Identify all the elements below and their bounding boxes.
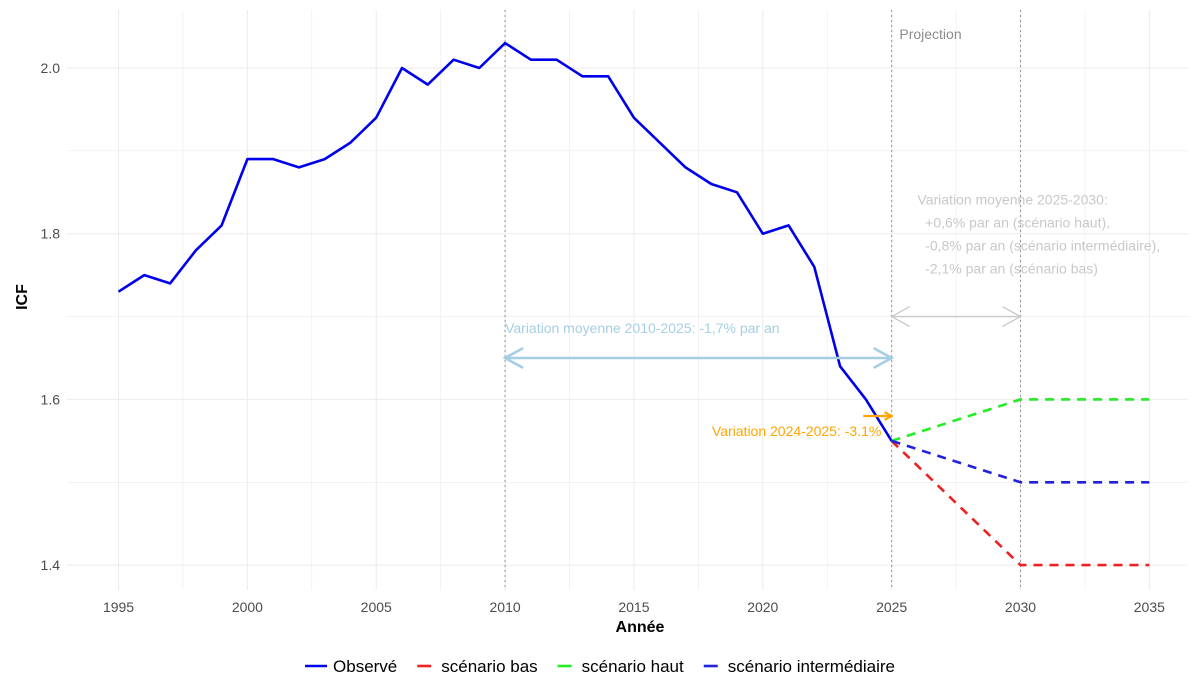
- y-axis-ticks: 1.4 1.6 1.8 2.0: [41, 60, 61, 573]
- x-axis-title: Année: [616, 619, 665, 636]
- label-2025-2030-line: -2,1% par an (scénario bas): [917, 261, 1098, 277]
- legend-label-1: scénario bas: [441, 657, 537, 676]
- label-2024-2025: Variation 2024-2025: -3.1%: [712, 423, 881, 439]
- arrow-2025-2030-head: [890, 306, 910, 328]
- arrow-2025-2030: [890, 306, 1022, 328]
- series-line-0: [117, 41, 893, 442]
- arrow-2010-2025-head: [502, 346, 524, 370]
- x-tick-label: 2015: [618, 599, 649, 615]
- legend-label-2: scénario haut: [582, 657, 684, 676]
- x-tick-label: 2010: [490, 599, 521, 615]
- y-axis-title: ICF: [14, 284, 31, 310]
- x-tick-label: 2035: [1134, 599, 1165, 615]
- arrow-2024-2025-head: [884, 411, 894, 421]
- x-tick-label: 2025: [876, 599, 907, 615]
- y-tick-label: 1.4: [41, 557, 61, 573]
- series-lines: [117, 41, 1150, 567]
- series-line-2: [891, 398, 1150, 443]
- arrow-2025-2030-head: [1002, 306, 1022, 328]
- x-tick-label: 2030: [1005, 599, 1036, 615]
- legend: Observé scénario bas scénario haut scénario…: [305, 657, 895, 676]
- y-tick-label: 2.0: [41, 60, 61, 76]
- projection-label: Projection: [899, 26, 961, 42]
- label-2025-2030-line: Variation moyenne 2025-2030:: [917, 192, 1107, 208]
- legend-label-0: Observé: [333, 657, 397, 676]
- series-line-3: [891, 439, 1150, 484]
- x-tick-label: 2005: [361, 599, 392, 615]
- grid: [67, 10, 1188, 590]
- label-2025-2030-line: +0,6% par an (scénario haut),: [917, 215, 1110, 231]
- series-line-1: [890, 439, 1150, 567]
- label-2025-2030-line: -0,8% par an (scénario intermédiaire),: [917, 238, 1160, 254]
- x-tick-label: 1995: [103, 599, 134, 615]
- label-2010-2025: Variation moyenne 2010-2025: -1,7% par a…: [505, 320, 779, 336]
- arrow-2010-2025: [502, 346, 895, 370]
- x-tick-label: 2020: [747, 599, 778, 615]
- vertical-reference-lines: [504, 10, 1022, 590]
- x-tick-label: 2000: [232, 599, 263, 615]
- x-axis-ticks: 1995 2000 2005 2010 2015 2020 2025 2030 2035: [103, 599, 1165, 615]
- legend-label-3: scénario intermédiaire: [728, 657, 895, 676]
- arrow-2010-2025-head: [873, 346, 895, 370]
- y-tick-label: 1.8: [41, 226, 61, 242]
- y-tick-label: 1.6: [41, 391, 61, 407]
- annotations: Projection Variation moyenne 2010-2025: -…: [502, 26, 1160, 439]
- arrow-2024-2025: [863, 411, 894, 421]
- label-2025-2030: Variation moyenne 2025-2030: +0,6% par a…: [917, 192, 1160, 277]
